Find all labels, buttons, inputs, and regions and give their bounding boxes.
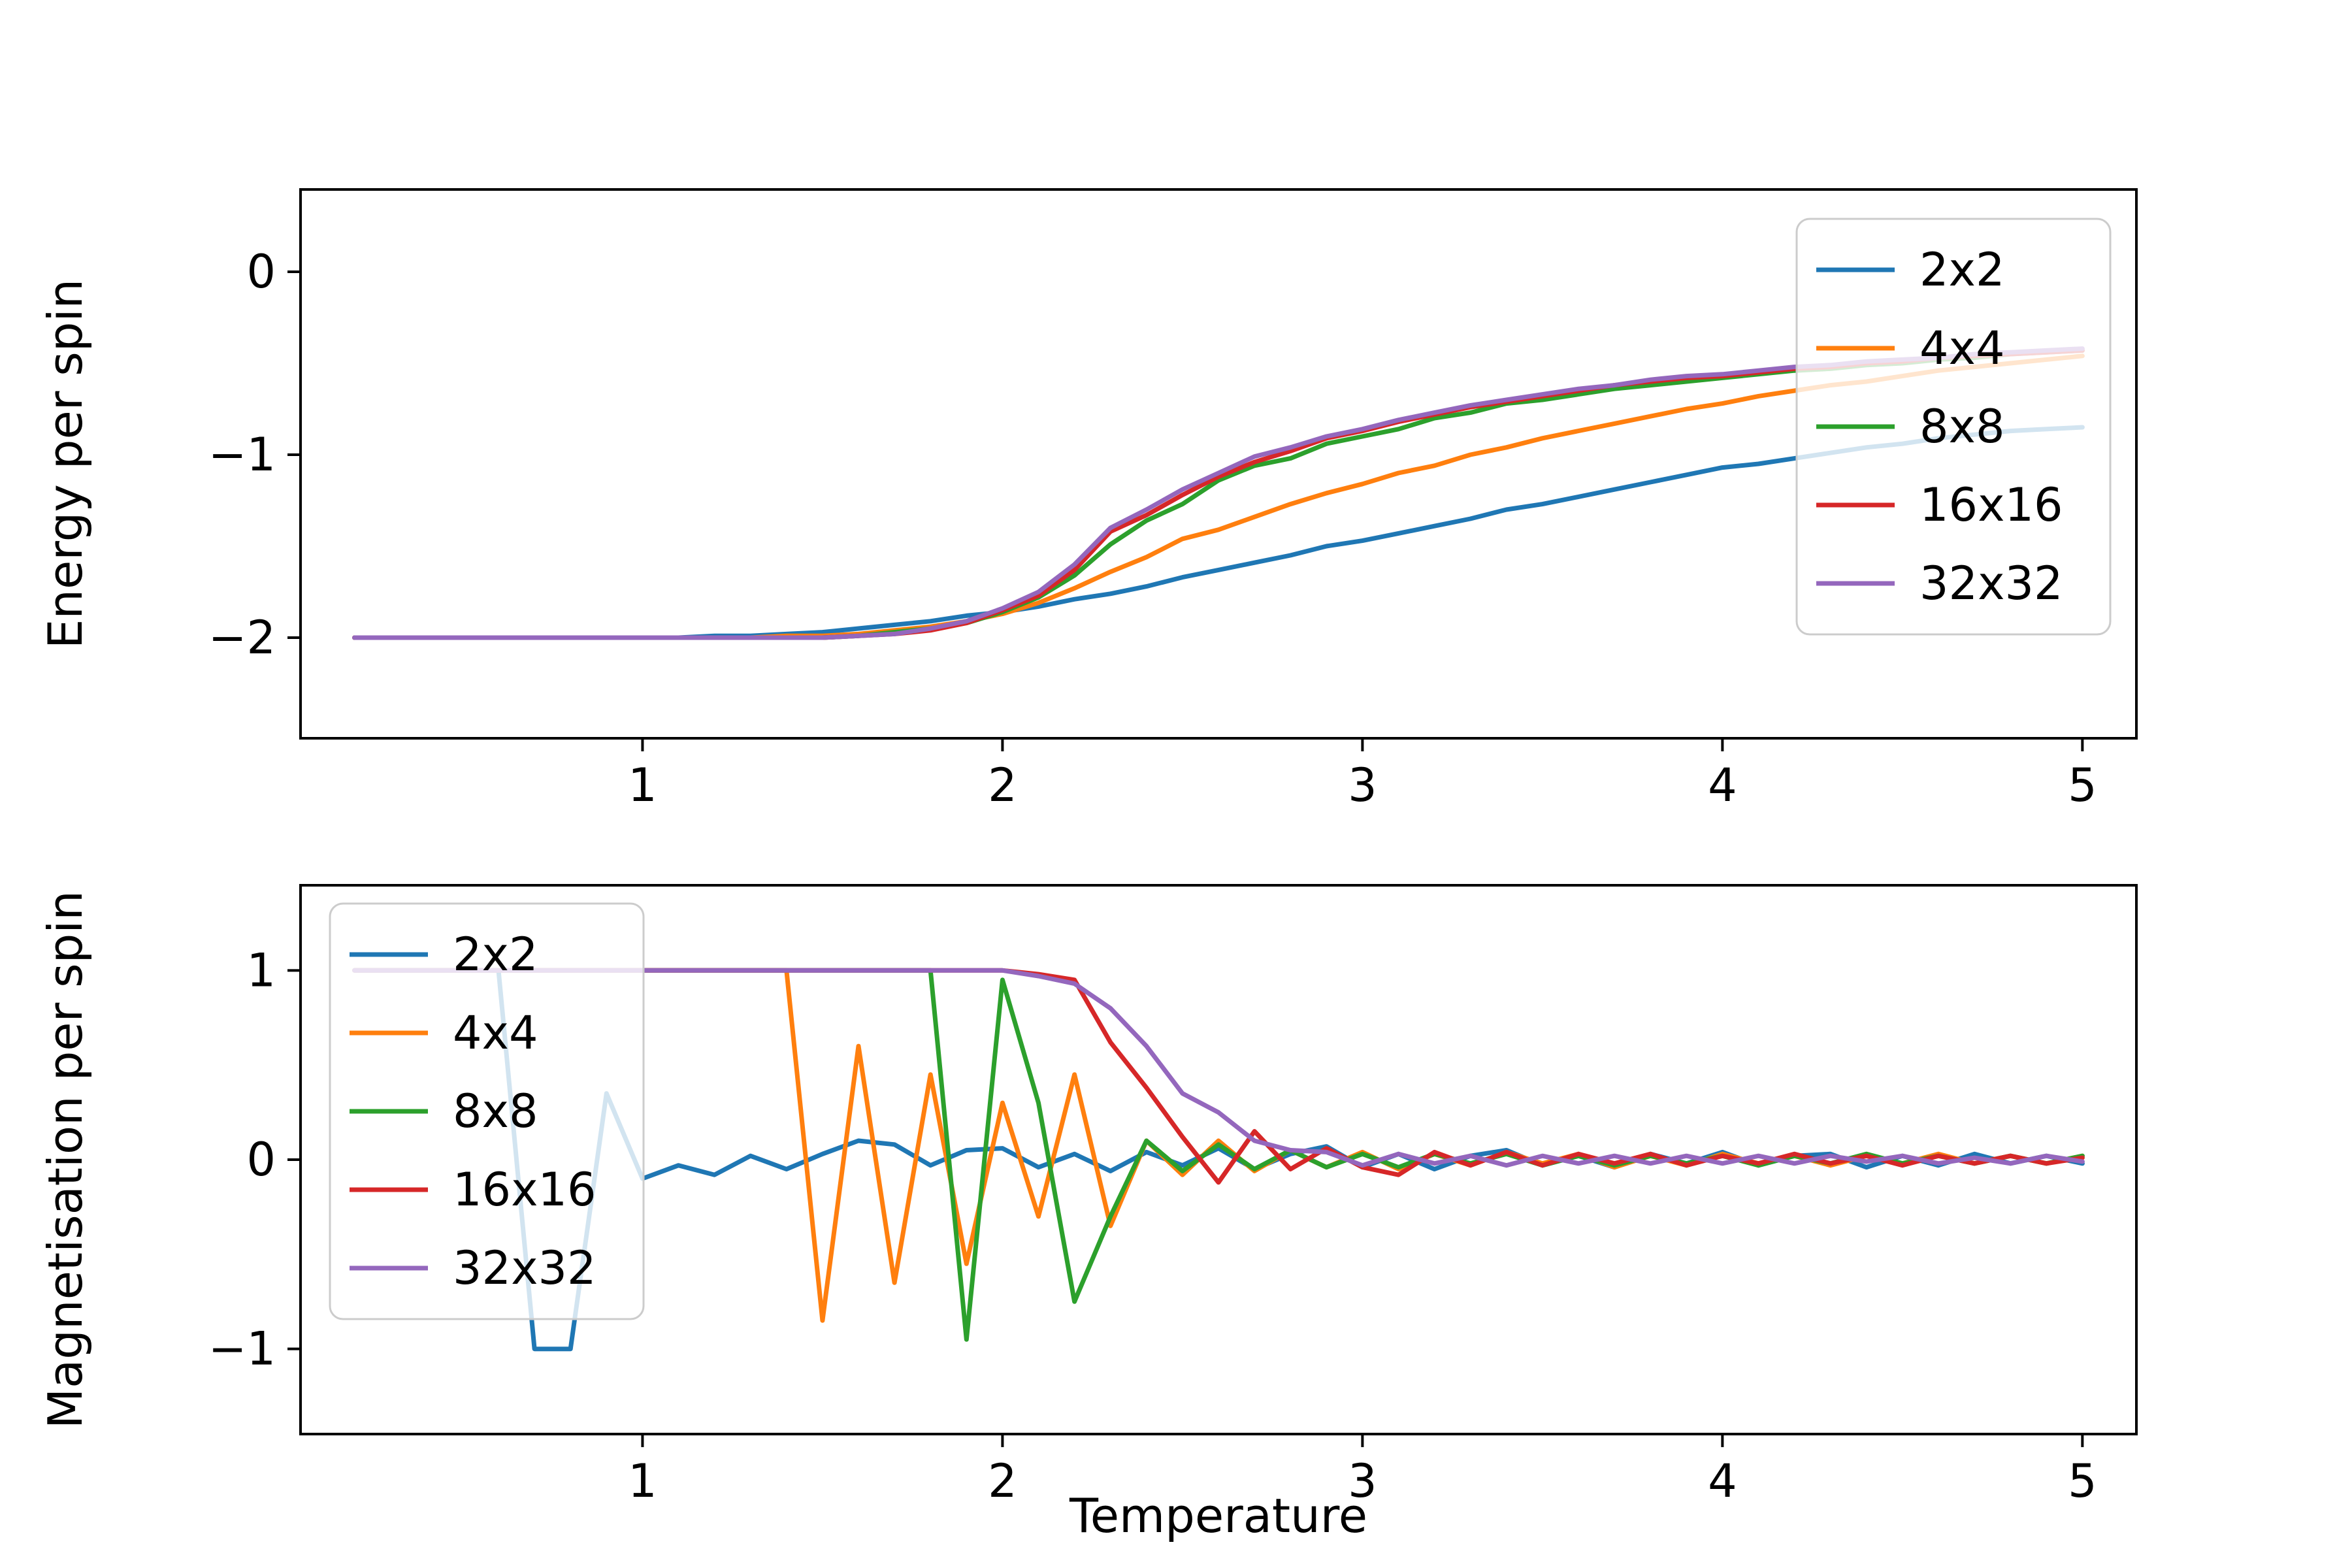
x-tick-label: 3 — [1348, 1454, 1377, 1508]
legend-label-16x16: 16x16 — [1919, 478, 2063, 532]
x-tick-label: 2 — [988, 759, 1017, 812]
x-tick-label: 4 — [1708, 759, 1737, 812]
magnetisation-axis-label: Magnetisation per spin — [38, 890, 93, 1429]
x-tick-label: 3 — [1348, 759, 1377, 812]
legend-label-2x2: 2x2 — [453, 928, 538, 981]
temperature-axis-label: Temperature — [1069, 1488, 1368, 1543]
legend-label-8x8: 8x8 — [1919, 400, 2005, 453]
x-tick-label: 1 — [628, 1454, 657, 1508]
plot-lines-0 — [352, 346, 2085, 640]
y-tick-label: 0 — [246, 1133, 276, 1186]
x-tick-label: 4 — [1708, 1454, 1737, 1508]
axes-spines-0 — [299, 188, 2138, 740]
legend-box-0 — [1795, 218, 2112, 636]
legend-box-1 — [329, 902, 645, 1320]
y-tick-label: 1 — [246, 943, 276, 997]
y-tick-label: −1 — [208, 1322, 276, 1376]
y-tick-label: −2 — [208, 611, 276, 664]
energy-axis-label: Energy per spin — [38, 278, 93, 649]
legend-label-4x4: 4x4 — [453, 1006, 538, 1060]
legend-label-32x32: 32x32 — [1919, 557, 2063, 610]
legend-label-32x32: 32x32 — [453, 1241, 596, 1295]
legend-label-16x16: 16x16 — [453, 1163, 596, 1217]
legend-label-2x2: 2x2 — [1919, 243, 2005, 297]
legend-label-4x4: 4x4 — [1919, 321, 2005, 375]
series-line-32x32 — [352, 346, 2085, 640]
y-tick-label: 0 — [246, 245, 276, 299]
legend-label-8x8: 8x8 — [453, 1085, 538, 1138]
y-tick-label: −1 — [208, 428, 276, 482]
x-tick-label: 5 — [2068, 1454, 2097, 1508]
x-tick-label: 5 — [2068, 759, 2097, 812]
x-tick-label: 1 — [628, 759, 657, 812]
x-tick-label: 2 — [988, 1454, 1017, 1508]
